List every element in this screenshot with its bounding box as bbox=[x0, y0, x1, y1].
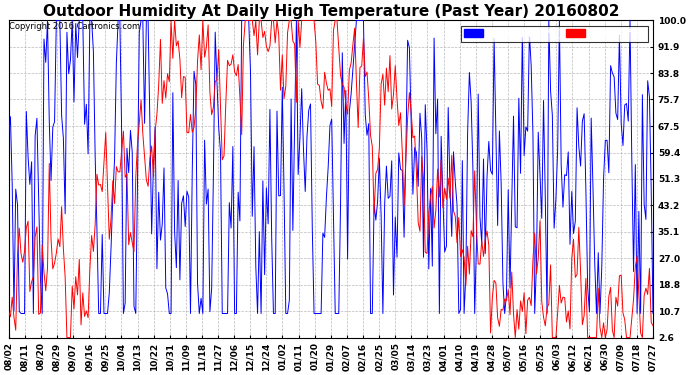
Title: Outdoor Humidity At Daily High Temperature (Past Year) 20160802: Outdoor Humidity At Daily High Temperatu… bbox=[43, 4, 619, 19]
Legend: Humidity (%), Temp (°F): Humidity (%), Temp (°F) bbox=[461, 26, 648, 42]
Text: Copyright 2016 Cartronics.com: Copyright 2016 Cartronics.com bbox=[9, 22, 141, 31]
